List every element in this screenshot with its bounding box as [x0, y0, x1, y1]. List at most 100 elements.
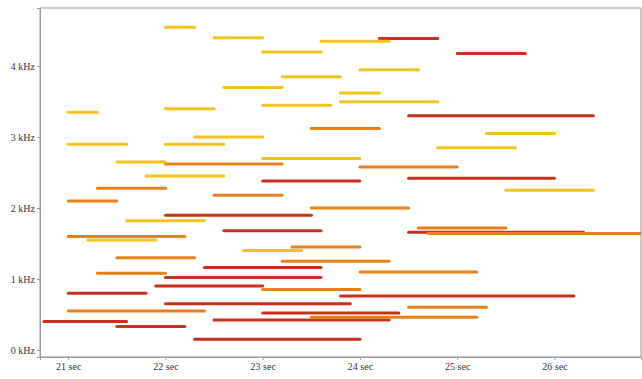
harmonic-segment: [214, 194, 282, 197]
tick: 25 sec: [445, 357, 471, 372]
tick-mark: [360, 357, 361, 360]
marks: [44, 27, 641, 339]
tick-mark: [457, 357, 458, 360]
tick-mark: [263, 357, 264, 360]
tick-label: 25 sec: [445, 361, 471, 372]
harmonic-segment: [263, 288, 360, 291]
tick: 3 kHz: [11, 132, 40, 143]
harmonic-segment: [44, 320, 127, 323]
harmonic-segment: [127, 219, 205, 222]
harmonic-segment: [263, 50, 321, 53]
harmonic-segment: [263, 157, 360, 160]
axis-line: [37, 9, 41, 358]
harmonic-segment: [506, 189, 594, 192]
harmonic-segment: [311, 316, 476, 319]
harmonic-segment: [292, 246, 360, 249]
harmonic-segment: [117, 160, 166, 163]
harmonic-segment: [165, 214, 311, 217]
harmonic-segment: [486, 132, 554, 135]
harmonic-segment: [214, 319, 389, 322]
tick: 22 sec: [153, 357, 179, 372]
tick: 4 kHz: [11, 61, 40, 72]
harmonic-segment: [88, 238, 156, 241]
harmonic-segment: [321, 40, 389, 43]
harmonic-segment: [341, 92, 380, 95]
tick-label: 21 sec: [56, 361, 82, 372]
harmonic-segment: [195, 338, 360, 341]
tick: 1 kHz: [11, 274, 40, 285]
harmonic-segment: [156, 285, 263, 288]
harmonic-segment: [409, 114, 594, 117]
tick-label: 26 sec: [542, 361, 568, 372]
harmonic-segment: [379, 37, 437, 40]
harmonic-segment: [165, 276, 321, 279]
tick: 26 sec: [542, 357, 568, 372]
harmonic-segment: [165, 107, 214, 110]
harmonic-segment: [428, 232, 641, 235]
tick-mark: [37, 279, 40, 280]
tick-label: 4 kHz: [11, 61, 36, 72]
tick-mark: [68, 357, 69, 360]
harmonic-segment: [214, 36, 263, 39]
tick-label: 3 kHz: [11, 132, 36, 143]
harmonic-segment: [117, 325, 185, 328]
tick-label: 22 sec: [153, 361, 179, 372]
harmonic-segment: [360, 165, 457, 168]
harmonic-segment: [165, 26, 194, 29]
harmonic-segment: [224, 86, 282, 89]
harmonic-segment: [165, 302, 350, 305]
harmonic-segment: [195, 136, 263, 139]
harmonic-segment: [282, 75, 340, 78]
harmonic-segment: [457, 52, 525, 55]
series: [44, 39, 593, 340]
harmonic-segment: [68, 143, 126, 146]
tick-mark: [37, 208, 40, 209]
harmonic-segment: [311, 127, 379, 130]
tick-label: 23 sec: [251, 361, 277, 372]
tick-label: 0 kHz: [11, 345, 36, 356]
harmonic-segment: [360, 68, 418, 71]
tick-label: 24 sec: [348, 361, 374, 372]
harmonic-segment: [146, 175, 224, 178]
harmonic-segment: [360, 270, 477, 273]
harmonic-segment: [243, 249, 301, 252]
x-axis: 21 sec 22 sec 23 sec 24 sec 25 sec 26 sec: [41, 357, 642, 372]
harmonic-segment: [418, 226, 506, 229]
tick-mark: [37, 66, 40, 67]
harmonic-segment: [97, 272, 165, 275]
tick-mark: [37, 350, 40, 351]
series: [68, 27, 593, 250]
harmonic-segment: [68, 199, 117, 202]
chart: 21 sec 22 sec 23 sec 24 sec 25 sec 26 sec 0 kH…: [0, 0, 642, 379]
harmonic-segment: [311, 207, 408, 210]
harmonic-segment: [263, 312, 399, 315]
tick: 21 sec: [56, 357, 82, 372]
harmonic-segment: [97, 187, 165, 190]
harmonic-segment: [282, 260, 389, 263]
harmonic-segment: [224, 229, 321, 232]
harmonic-segment: [165, 143, 223, 146]
tick-label: 2 kHz: [11, 203, 36, 214]
tick: 24 sec: [348, 357, 374, 372]
y-axis: 0 kHz 1 kHz 2 kHz 3 kHz 4 kHz: [11, 9, 41, 358]
tick-mark: [37, 137, 40, 138]
tick: 2 kHz: [11, 203, 40, 214]
harmonic-segment: [68, 309, 204, 312]
tick: 23 sec: [251, 357, 277, 372]
tick-mark: [554, 357, 555, 360]
harmonic-segment: [263, 180, 360, 183]
harmonic-segment: [263, 104, 331, 107]
harmonic-segment: [341, 294, 574, 297]
harmonic-segment: [117, 256, 195, 259]
harmonic-segment: [68, 292, 146, 295]
harmonic-segment: [68, 111, 97, 114]
harmonic-segment: [409, 177, 555, 180]
harmonic-segment: [68, 235, 185, 238]
axis-line: [41, 358, 642, 361]
plot-frame: [40, 8, 641, 357]
tick-label: 1 kHz: [11, 274, 36, 285]
harmonic-segment: [204, 266, 321, 269]
harmonic-segment: [409, 306, 487, 309]
series: [68, 129, 641, 318]
tick: 0 kHz: [11, 345, 40, 356]
